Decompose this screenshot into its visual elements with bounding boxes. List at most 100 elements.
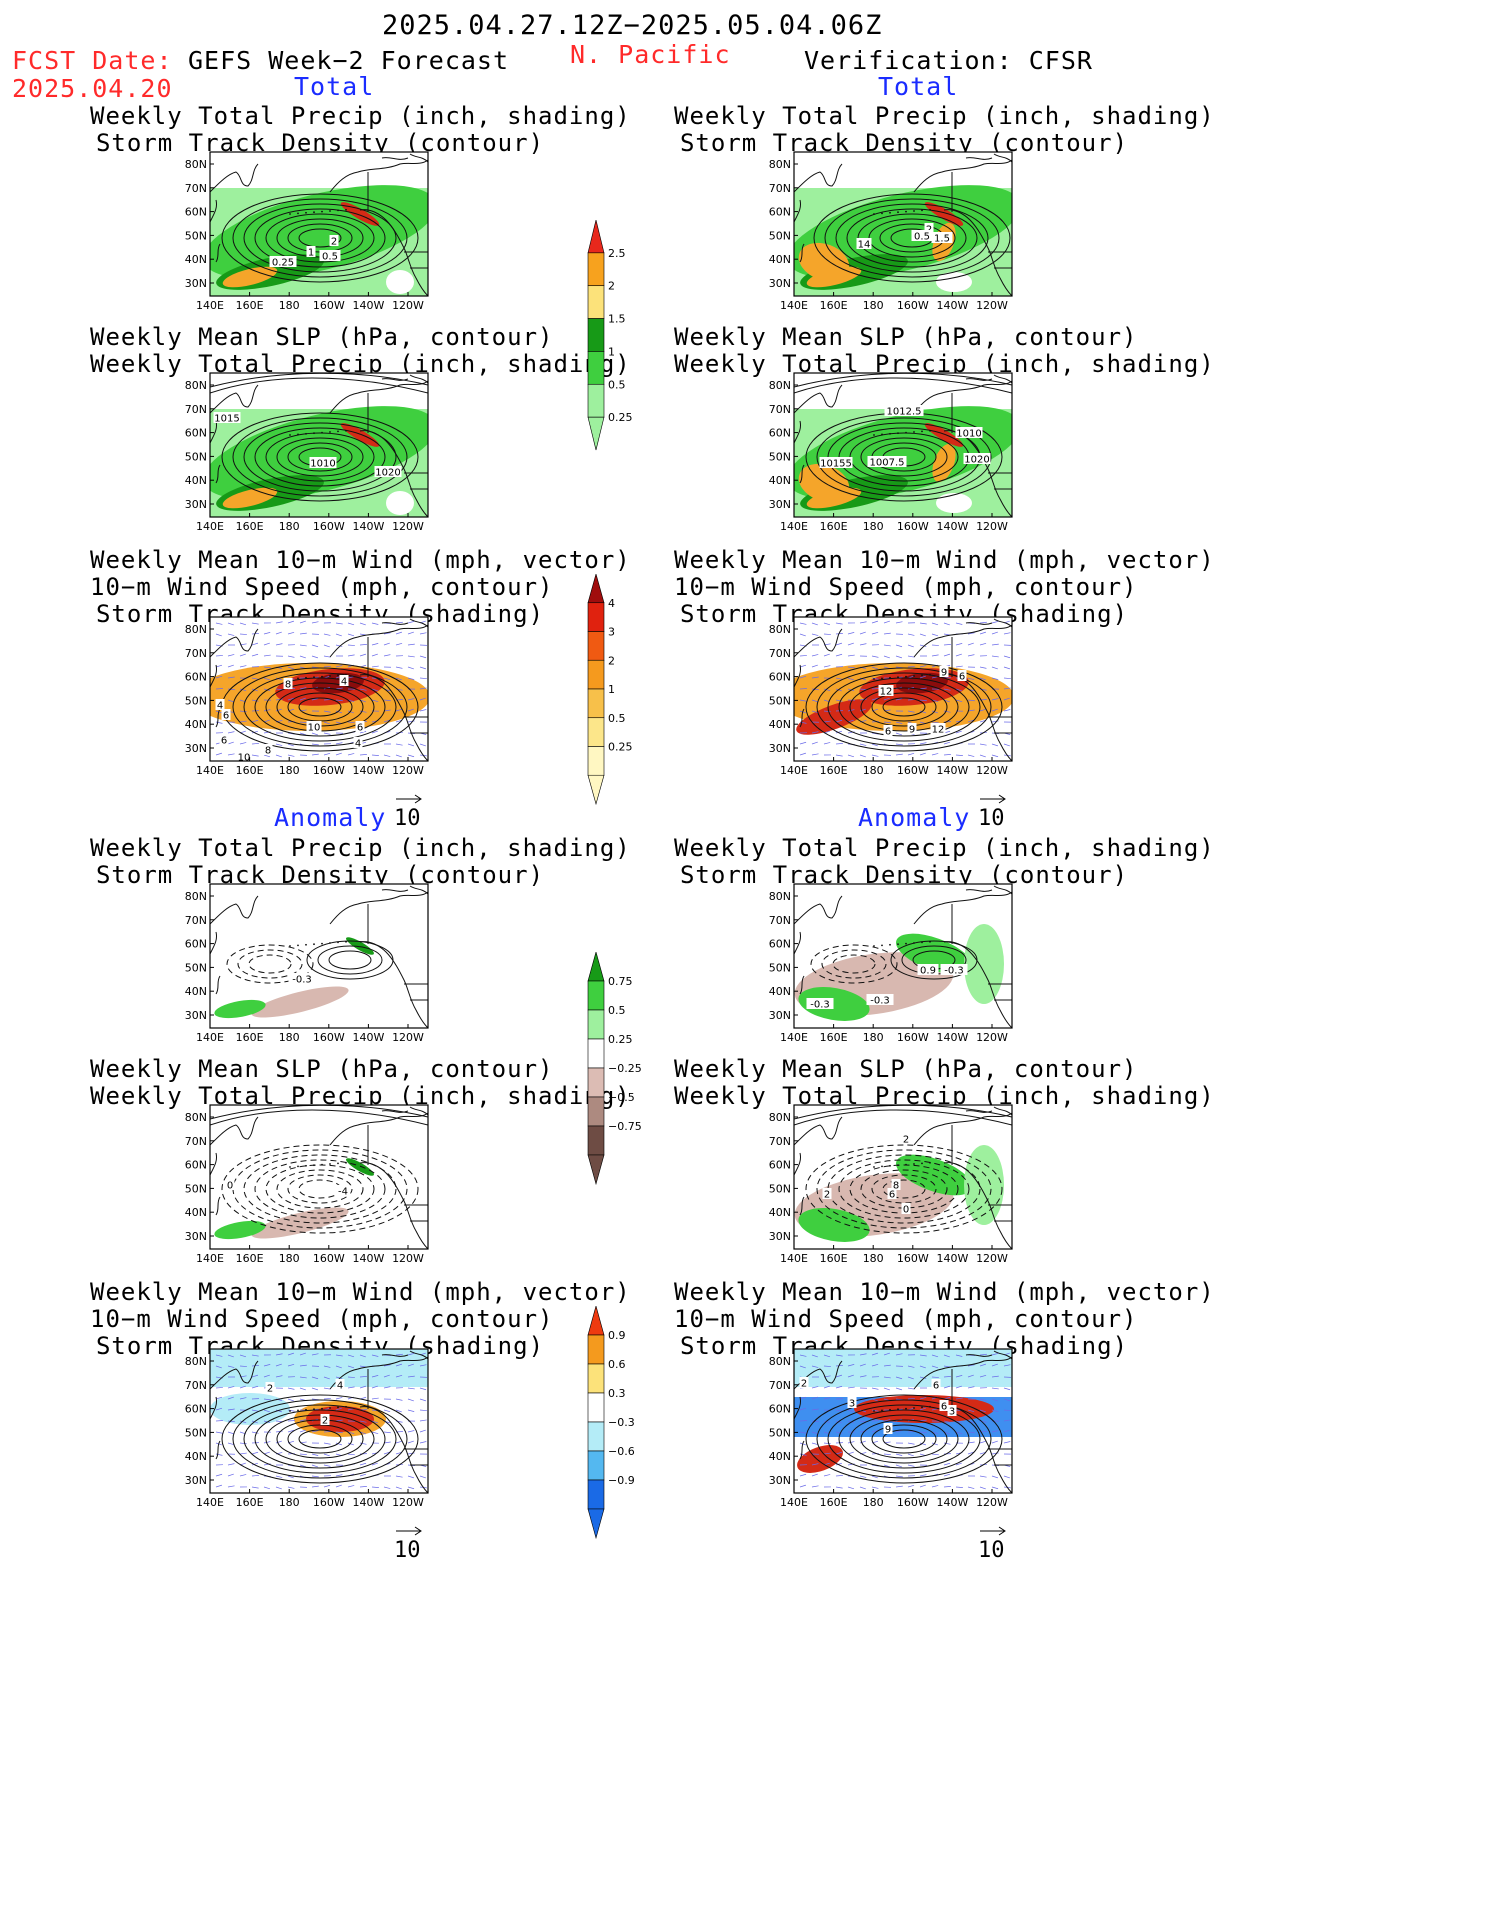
map-svg: 1015 1010 1020 80N 70N 60N 50N 40N 30N 140E 160E 18… — [185, 372, 429, 533]
fcst-date-value: 2025.04.20 — [12, 74, 173, 103]
wind-vector — [859, 1486, 866, 1490]
contour-label: 9 — [941, 668, 947, 679]
colorbar-segment — [587, 1421, 605, 1452]
contour-label-bg — [884, 405, 924, 416]
lon-tick-label: 160W — [897, 299, 929, 312]
lon-tick-label: 160E — [820, 520, 848, 533]
lon-tick-label: 160E — [820, 1252, 848, 1265]
section-total-left: Total — [294, 72, 375, 101]
contour-label: 6 — [885, 727, 891, 738]
wind-vector — [991, 720, 999, 723]
lat-tick-label: 80N — [185, 379, 207, 392]
wind-vector — [931, 1376, 939, 1378]
wind-vector — [335, 1474, 343, 1477]
lat-tick-label: 40N — [185, 1206, 207, 1219]
wind-vector — [991, 1353, 999, 1356]
wind-vector — [859, 1353, 867, 1356]
wind-vector — [1003, 632, 1011, 635]
wind-vector — [859, 677, 867, 681]
wind-vector — [227, 664, 234, 668]
wind-vector — [907, 752, 915, 756]
colorbar-total_precip: 2.5 2 1.5 1 0.5 0.25 — [586, 219, 656, 458]
lon-tick-label: 160E — [820, 1031, 848, 1044]
wind-vector — [251, 1420, 258, 1424]
lon-tick-label: 160E — [236, 1031, 264, 1044]
wind-vector — [895, 732, 902, 736]
storm-anomaly-contour-negative — [810, 944, 898, 984]
wind-speed-contour — [221, 1394, 419, 1484]
wind-vector — [979, 1353, 987, 1356]
lon-tick-label: 140W — [352, 1496, 384, 1509]
wind-vector — [299, 1352, 306, 1356]
wind-vector — [823, 1442, 831, 1445]
wind-vector — [943, 644, 951, 646]
aleutian-island — [913, 210, 915, 212]
coastline-arctic — [381, 885, 428, 895]
slp-contour — [287, 1174, 353, 1204]
lon-tick-label: 160W — [313, 1252, 345, 1265]
wind-vector — [967, 642, 974, 646]
wind-vector — [931, 1485, 939, 1488]
panel-title-line: 10−m Wind Speed (mph, contour) — [90, 573, 554, 601]
storm-density-contour — [846, 208, 978, 268]
wind-vector — [239, 665, 247, 668]
wind-speed-contour — [298, 1429, 342, 1449]
wind-vector — [835, 1486, 843, 1489]
wind-vector — [823, 1420, 831, 1424]
contour-label-bg — [867, 456, 907, 467]
wind-vector — [979, 1440, 987, 1444]
wind-speed-contour — [882, 697, 926, 717]
precip-shading-orange — [932, 443, 956, 483]
aleutian-island — [873, 678, 875, 680]
panel-title-line: Weekly Mean SLP (hPa, contour) — [674, 1055, 1138, 1083]
contour-label: 1020 — [375, 468, 400, 479]
aleutian-island — [297, 944, 299, 947]
wind-vector — [323, 1387, 331, 1390]
wind-vector — [287, 743, 294, 747]
storm-density-contour — [265, 213, 375, 263]
lon-tick-label: 140W — [936, 299, 968, 312]
precip-shading-medium — [210, 406, 428, 500]
colorbar-segment — [587, 1479, 605, 1510]
wind-vector — [395, 1363, 403, 1367]
wind-vector — [239, 1452, 247, 1455]
coastline-arctic — [965, 885, 1012, 895]
contour-label: 3 — [949, 1407, 955, 1418]
wind-vector — [1003, 666, 1011, 670]
contour-label-bg — [930, 723, 946, 734]
lon-tick-label: 140W — [352, 299, 384, 312]
wind-vector — [407, 1375, 415, 1378]
wind-vector — [311, 621, 319, 624]
lon-tick-label: 140W — [352, 520, 384, 533]
aleutian-island — [313, 1164, 315, 1167]
wind-vector — [991, 631, 998, 635]
contour-label-bg — [265, 1382, 275, 1393]
contour-label: 8 — [265, 746, 271, 757]
wind-vector — [395, 631, 403, 635]
contour-label: 12 — [880, 687, 893, 698]
contour-label-bg — [263, 744, 273, 755]
wind-vector — [811, 1354, 818, 1358]
wind-vector — [299, 632, 307, 635]
wind-vector — [859, 1475, 867, 1478]
wind-vector — [919, 1376, 927, 1379]
wind-vector — [895, 698, 903, 701]
storm-anomaly-contour — [317, 945, 383, 975]
aleutian-island — [297, 1409, 299, 1412]
wind-vector — [383, 1409, 391, 1413]
aleutian-island — [881, 677, 883, 680]
wind-vector — [1003, 1441, 1011, 1444]
section-anomaly-left: Anomaly — [274, 803, 387, 832]
wind-vector — [287, 1486, 295, 1489]
wind-vector — [323, 721, 330, 725]
wind-vector — [943, 688, 951, 691]
wind-vector — [299, 644, 307, 647]
aleutian-island — [905, 431, 907, 434]
map-frame — [793, 883, 1013, 1029]
wind-vector — [943, 1462, 951, 1466]
colorbar-label: 3 — [608, 626, 615, 639]
border-lines — [404, 983, 428, 1001]
wind-vector — [407, 655, 415, 658]
wind-vector — [799, 622, 807, 625]
wind-vector — [383, 642, 390, 646]
